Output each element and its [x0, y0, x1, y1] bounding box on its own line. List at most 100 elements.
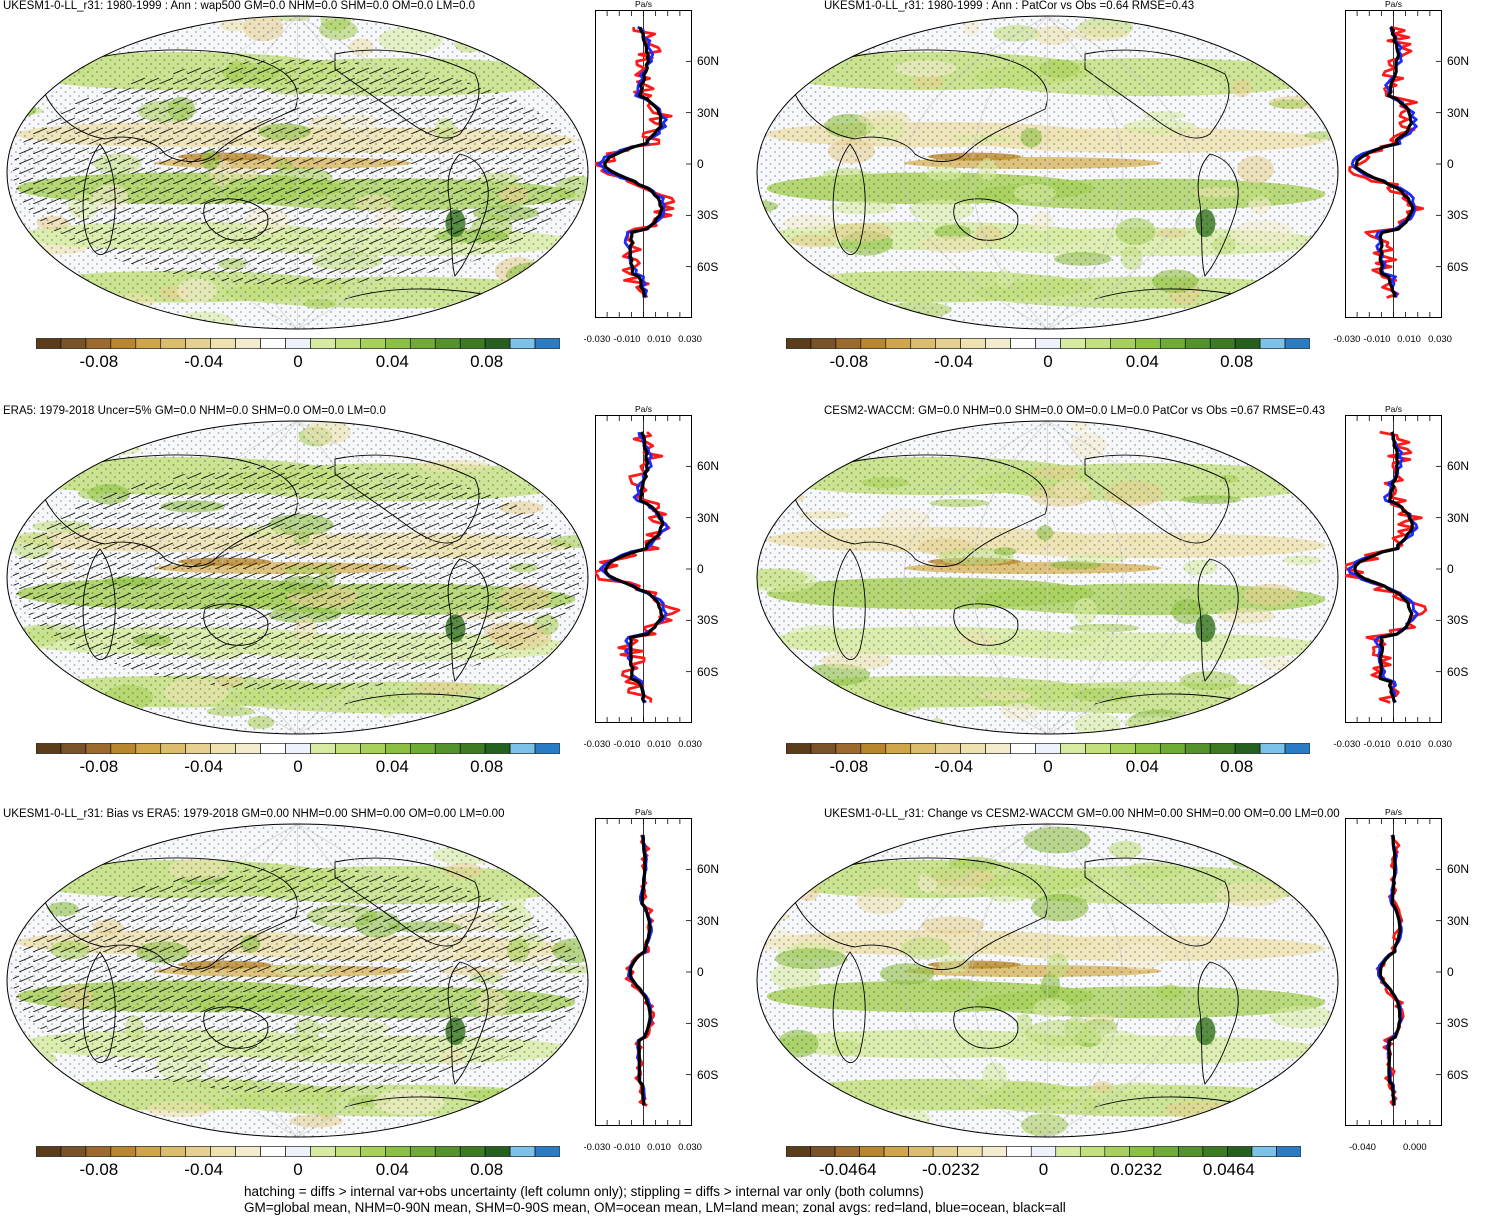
colorbar-label: 0: [1043, 352, 1053, 371]
panel-2: UKESM1-0-LL_r31: 1980-1999 : Ann : PatCo…: [750, 0, 1485, 400]
footer-line-2: GM=global mean, NHM=0-90N mean, SHM=0-90…: [244, 1200, 1066, 1215]
colorbar-label: 0.04: [1125, 757, 1159, 776]
panel-title: UKESM1-0-LL_r31: 1980-1999 : Ann : PatCo…: [824, 0, 1195, 12]
latitude-label: 60S: [1447, 259, 1469, 274]
colorbar-label: -0.04: [934, 352, 974, 371]
panel-title: ERA5: 1979-2018 Uncer=5% GM=0.0 NHM=0.0 …: [3, 405, 386, 417]
latitude-label: 60S: [1447, 1067, 1469, 1082]
x-tick-label: 0.000: [1402, 1142, 1427, 1153]
colorbar-label: 0: [293, 757, 303, 776]
colorbar-label: -0.08: [79, 757, 119, 776]
latitude-label: 30S: [1447, 613, 1469, 628]
latitude-label: 30N: [1447, 510, 1470, 525]
colorbar: [36, 338, 560, 349]
units-label: Pa/s: [634, 807, 653, 817]
x-tick-label: 0.030: [1428, 739, 1452, 750]
x-tick-label: -0.030: [1333, 334, 1361, 345]
world-map: [756, 823, 1339, 1138]
latitude-label: 60S: [1447, 664, 1469, 679]
latitude-label: 0: [697, 965, 704, 979]
colorbar-label: 0: [1043, 757, 1053, 776]
colorbar-label: -0.0464: [818, 1160, 877, 1179]
latitude-label: 30N: [1447, 913, 1470, 928]
colorbar-label: 0.04: [375, 352, 409, 371]
colorbar-label: -0.04: [934, 757, 974, 776]
x-tick-label: -0.010: [1363, 739, 1391, 750]
colorbar: [786, 1146, 1301, 1157]
units-label: Pa/s: [1384, 0, 1403, 9]
footer-line-1: hatching = diffs > internal var+obs unce…: [244, 1184, 924, 1199]
latitude-label: 30N: [697, 510, 720, 525]
x-tick-label: -0.030: [583, 334, 611, 345]
colorbar-label: -0.08: [79, 352, 119, 371]
panel-5: UKESM1-0-LL_r31: Bias vs ERA5: 1979-2018…: [0, 807, 735, 1208]
x-tick-label: -0.030: [583, 739, 611, 750]
latitude-label: 30S: [1447, 208, 1469, 223]
x-tick-label: 0.010: [647, 334, 671, 345]
x-tick-label: -0.010: [613, 1142, 641, 1153]
colorbar-label: 0.08: [1220, 352, 1254, 371]
latitude-label: 60N: [1447, 54, 1470, 69]
colorbar-label: 0.04: [375, 757, 409, 776]
x-tick-label: 0.010: [647, 739, 671, 750]
zonal-mean-plot: [595, 415, 692, 723]
world-map: [6, 420, 589, 735]
latitude-label: 30S: [697, 1016, 719, 1031]
latitude-label: 60S: [697, 664, 719, 679]
x-tick-label: 0.010: [1397, 739, 1421, 750]
x-tick-label: -0.040: [1348, 1142, 1376, 1153]
latitude-label: 30S: [697, 208, 719, 223]
panel-4: CESM2-WACCM: GM=0.0 NHM=0.0 SHM=0.0 OM=0…: [750, 404, 1485, 805]
colorbar-label: 0: [293, 352, 303, 371]
colorbar: [786, 743, 1310, 754]
panel-title: UKESM1-0-LL_r31: Bias vs ERA5: 1979-2018…: [3, 808, 505, 820]
zonal-mean-plot: [1345, 818, 1442, 1126]
panel-title: UKESM1-0-LL_r31: Change vs CESM2-WACCM G…: [824, 808, 1340, 820]
colorbar-label: -0.08: [829, 757, 869, 776]
zonal-mean-plot: [595, 818, 692, 1126]
world-map: [756, 15, 1339, 330]
colorbar-label: -0.0232: [921, 1160, 980, 1179]
latitude-label: 0: [697, 562, 704, 576]
colorbar-label: -0.04: [184, 1160, 224, 1179]
x-tick-label: -0.030: [583, 1142, 611, 1153]
latitude-label: 30S: [697, 613, 719, 628]
x-tick-label: 0.030: [678, 739, 702, 750]
colorbar-label: 0.08: [470, 1160, 504, 1179]
zonal-mean-plot: [595, 10, 692, 318]
x-tick-label: -0.030: [1333, 739, 1361, 750]
world-map: [6, 15, 589, 330]
x-tick-label: 0.010: [1397, 334, 1421, 345]
latitude-label: 60N: [697, 459, 720, 474]
x-tick-label: 0.030: [678, 334, 702, 345]
colorbar-label: 0.04: [375, 1160, 409, 1179]
latitude-label: 60N: [1447, 459, 1470, 474]
panel-6: UKESM1-0-LL_r31: Change vs CESM2-WACCM G…: [750, 807, 1485, 1208]
panel-1: UKESM1-0-LL_r31: 1980-1999 : Ann : wap50…: [0, 0, 735, 400]
panel-title: UKESM1-0-LL_r31: 1980-1999 : Ann : wap50…: [3, 0, 476, 12]
colorbar: [36, 1146, 560, 1157]
world-map: [756, 420, 1339, 735]
latitude-label: 60N: [697, 862, 720, 877]
colorbar: [36, 743, 560, 754]
latitude-label: 0: [1447, 965, 1454, 979]
latitude-label: 60S: [697, 259, 719, 274]
units-label: Pa/s: [634, 0, 653, 9]
colorbar-label: 0.0232: [1110, 1160, 1163, 1179]
latitude-label: 30N: [1447, 105, 1470, 120]
x-tick-label: 0.030: [678, 1142, 702, 1153]
colorbar-label: 0.08: [470, 757, 504, 776]
colorbar-label: -0.08: [829, 352, 869, 371]
latitude-label: 30S: [1447, 1016, 1469, 1031]
colorbar-label: 0.04: [1125, 352, 1159, 371]
latitude-label: 0: [1447, 562, 1454, 576]
colorbar-label: 0: [1038, 1160, 1049, 1179]
colorbar: [786, 338, 1310, 349]
zonal-mean-plot: [1345, 415, 1442, 723]
units-label: Pa/s: [634, 404, 653, 414]
colorbar-label: 0: [293, 1160, 303, 1179]
latitude-label: 60N: [697, 54, 720, 69]
panel-3: ERA5: 1979-2018 Uncer=5% GM=0.0 NHM=0.0 …: [0, 404, 735, 805]
units-label: Pa/s: [1384, 807, 1403, 817]
latitude-label: 30N: [697, 913, 720, 928]
